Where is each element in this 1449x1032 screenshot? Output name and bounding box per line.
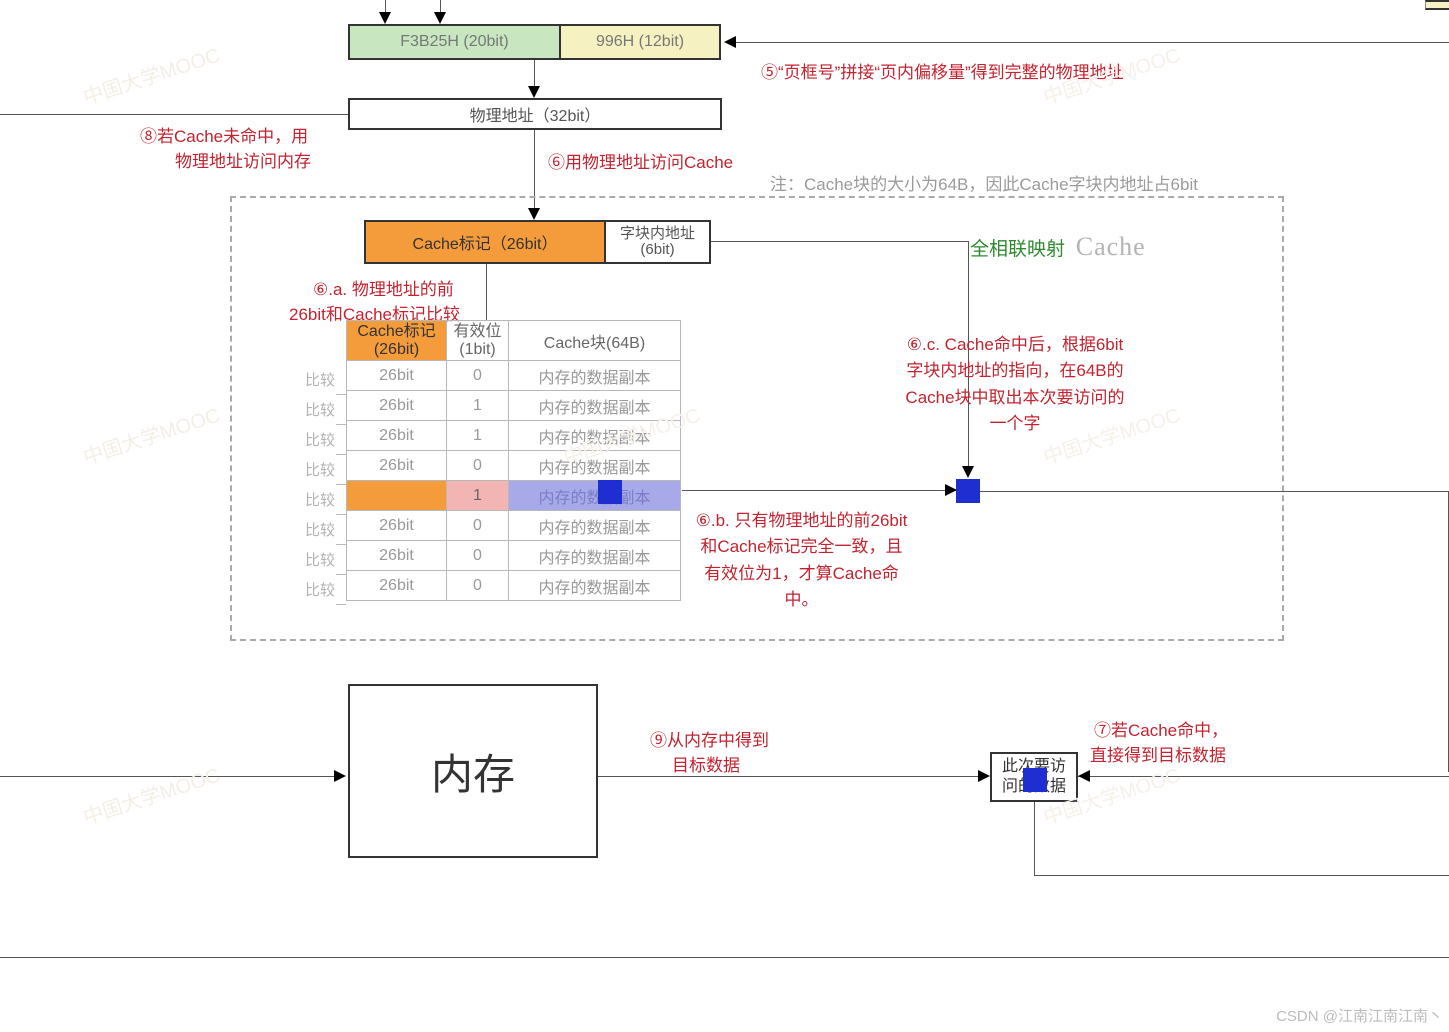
annotation-6b: ⑥.b. 只有物理地址的前26bit和Cache标记完全一致，且有效位为1，才算…: [694, 508, 909, 613]
compare-label: 比较: [290, 579, 335, 600]
compare-tick: [336, 574, 346, 575]
table-row: 26bit0内存的数据副本: [347, 361, 681, 391]
annotation-8-l1: ⑧若Cache未命中，用: [140, 122, 308, 147]
arrow-9-head: [978, 770, 990, 782]
page-top-strip: [1425, 0, 1449, 10]
arrow-into-mem: [334, 770, 346, 782]
annotation-6: ⑥用物理地址访问Cache: [548, 148, 733, 173]
footer-credit: CSDN @江南江南江南丶: [1276, 1005, 1443, 1026]
cache-offset-box: 字块内地址 (6bit): [606, 220, 711, 264]
cache-table: Cache标记 (26bit) 有效位 (1bit) Cache块(64B) 2…: [346, 320, 681, 601]
annotation-9-l2: 目标数据: [672, 751, 740, 776]
table-row: 26bit1内存的数据副本: [347, 391, 681, 421]
th-valid-1: 有效位: [453, 323, 501, 340]
th-tag-2: (26bit): [374, 341, 419, 358]
phys-addr-text: 物理地址（32bit）: [470, 102, 601, 126]
memory-text: 内存: [431, 741, 515, 802]
target-square: [1023, 768, 1047, 792]
arrow-top-left-head: [379, 12, 391, 24]
compare-label: 比较: [290, 489, 335, 510]
table-row: 26bit0内存的数据副本: [347, 571, 681, 601]
th-block: Cache块(64B): [544, 335, 645, 352]
annotation-7-l1: ⑦若Cache命中，: [1094, 716, 1228, 741]
compare-label: 比较: [290, 459, 335, 480]
table-row: 26bit0内存的数据副本: [347, 511, 681, 541]
arrow-top-right-head: [434, 12, 446, 24]
line-tag-down: [486, 264, 487, 320]
arrow-7-head: [1078, 770, 1090, 782]
table-row: 26bit0内存的数据副本: [347, 451, 681, 481]
line-bottom: [0, 957, 1449, 958]
th-tag-1: Cache标记: [357, 323, 435, 340]
line-8-h: [0, 114, 348, 115]
annotation-6c: ⑥.c. Cache命中后，根据6bit字块内地址的指向，在64B的Cache块…: [900, 332, 1130, 437]
line-5: [736, 42, 1449, 43]
note-text: 注：Cache块的大小为64B，因此Cache字块内地址占6bit: [770, 170, 1198, 195]
watermark-3: 中国大学MOOC: [79, 759, 223, 831]
page-offset-box: 996H (12bit): [561, 24, 721, 60]
line-offset-right: [711, 241, 969, 242]
compare-tick: [336, 544, 346, 545]
th-valid-2: (1bit): [459, 341, 495, 358]
cache-tag-box: Cache标记（26bit）: [364, 220, 606, 264]
compare-tick: [336, 514, 346, 515]
line-target-right: [1034, 875, 1449, 876]
compare-label: 比较: [290, 519, 335, 540]
phys-addr-box: 物理地址（32bit）: [348, 98, 722, 130]
watermark-5: 中国大学MOOC: [1039, 39, 1183, 111]
table-row: 26bit1内存的数据副本: [347, 481, 681, 511]
line-9: [598, 776, 980, 777]
compare-label: 比较: [290, 399, 335, 420]
compare-tick: [336, 424, 346, 425]
compare-tick: [336, 394, 346, 395]
page-frame-text: F3B25H (20bit): [400, 33, 509, 51]
annotation-9-l1: ⑨从内存中得到: [650, 726, 769, 751]
page-frame-box: F3B25H (20bit): [348, 24, 561, 60]
annotation-8-l2: 物理地址访问内存: [175, 147, 311, 172]
table-row: 26bit0内存的数据副本: [347, 541, 681, 571]
cache-tag-text: Cache标记（26bit）: [413, 230, 558, 254]
compare-tick: [336, 604, 346, 605]
arrow-offset-down: [962, 466, 974, 478]
page-offset-text: 996H (12bit): [596, 33, 684, 51]
memory-box: 内存: [348, 684, 598, 858]
watermark-2: 中国大学MOOC: [79, 399, 223, 471]
compare-tick: [336, 484, 346, 485]
arrow-5-head: [724, 36, 736, 48]
compare-tick: [336, 454, 346, 455]
line-hit-out: [980, 491, 1449, 492]
line-hit-right: [682, 490, 957, 491]
full-assoc-label: 全相联映射 Cache: [970, 232, 1146, 262]
cache-offset-l1: 字块内地址: [620, 226, 695, 243]
annotation-6a-l1: ⑥.a. 物理地址的前: [313, 275, 454, 300]
hit-word-square-table: [598, 480, 622, 504]
full-assoc-text: 全相联映射: [970, 239, 1065, 260]
line-target-down: [1034, 802, 1035, 876]
compare-label: 比较: [290, 369, 335, 390]
arrow-hit-right: [945, 484, 957, 496]
watermark-1: 中国大学MOOC: [79, 39, 223, 111]
cache-big-text: Cache: [1076, 232, 1146, 261]
cache-offset-l2: (6bit): [640, 242, 674, 259]
line-to-phys: [534, 60, 535, 88]
compare-label: 比较: [290, 429, 335, 450]
hit-word-square-out: [956, 479, 980, 503]
arrow-to-phys-head: [528, 86, 540, 98]
compare-label: 比较: [290, 549, 335, 570]
annotation-7-l2: 直接得到目标数据: [1090, 741, 1226, 766]
